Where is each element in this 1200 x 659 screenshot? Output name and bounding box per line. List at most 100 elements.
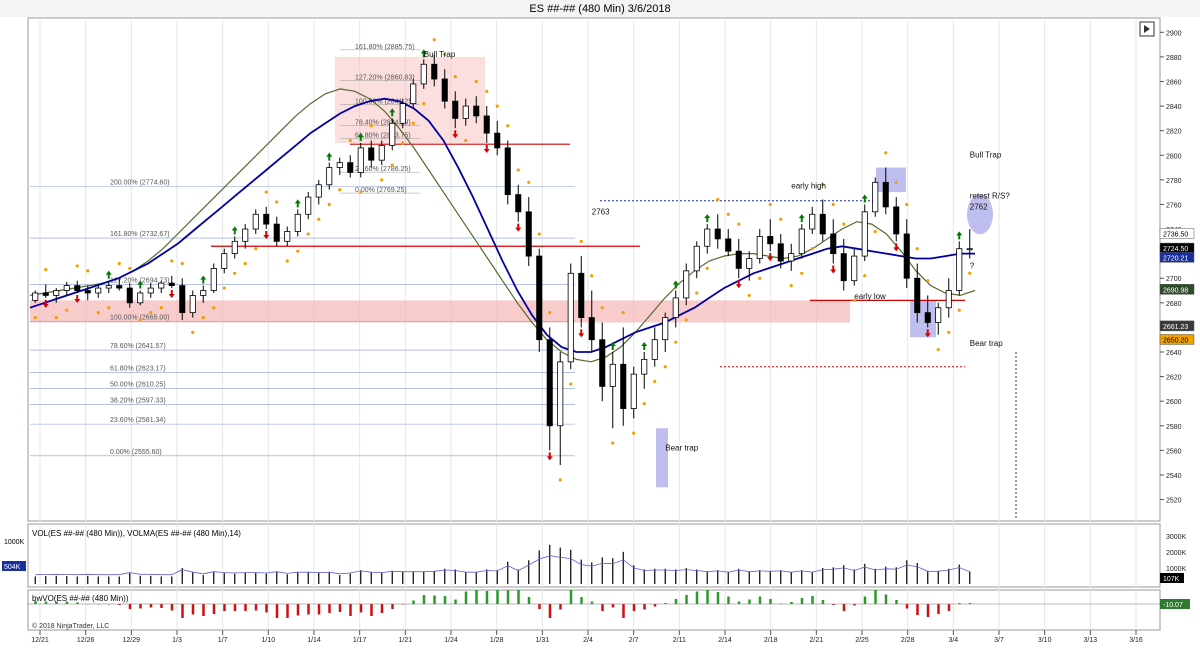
candle: [819, 199, 826, 242]
volume-ma-line: [35, 555, 970, 576]
indicator-bar: [895, 600, 898, 604]
date-axis: 12/21 12/26 12/29 1/3 1/7 1/10 1/14 1/17 1/21 1/2…: [31, 630, 1143, 644]
y-tick-label: 2880: [1166, 55, 1182, 62]
candle-body: [494, 132, 501, 149]
indicator-bar: [118, 604, 121, 605]
indicator-bar: [968, 603, 972, 604]
candles: [32, 49, 973, 466]
indicator-bar: [506, 590, 510, 604]
candle: [746, 251, 753, 281]
candle-body: [231, 240, 238, 255]
candle-body: [935, 307, 942, 323]
candle-body: [483, 115, 490, 134]
target-ellipse: [967, 194, 993, 235]
indicator-bar: [149, 604, 153, 608]
candle-body: [420, 63, 427, 85]
sar-dot: [222, 286, 226, 290]
y-tick-label: 2680: [1166, 301, 1182, 308]
candle: [494, 120, 501, 156]
sar-dot: [926, 279, 930, 283]
indicator-bar: [958, 603, 961, 604]
candle-body: [756, 236, 763, 259]
sar-dot: [674, 340, 678, 344]
candle-body: [830, 233, 837, 255]
candle: [326, 152, 333, 190]
down-arrow: [42, 299, 49, 308]
candle: [336, 157, 343, 175]
candle-body: [336, 162, 343, 168]
price-badge-bg: [1159, 228, 1195, 239]
blue-box: [876, 167, 906, 193]
indicator-bar: [884, 594, 888, 604]
sar-dot: [842, 222, 846, 226]
blue-box: [910, 300, 936, 338]
sar-dot: [527, 180, 531, 184]
candle-body: [809, 213, 816, 230]
candle-body: [546, 339, 553, 427]
indicator-bar: [191, 604, 195, 615]
candle-body: [704, 228, 711, 247]
sar-dot: [212, 306, 216, 310]
indicator-bar: [548, 604, 552, 618]
candle-body: [966, 248, 973, 251]
candle: [903, 219, 910, 289]
candle: [935, 302, 942, 335]
sar-dot: [138, 318, 142, 322]
up-arrow: [326, 152, 333, 161]
indicator-bar: [790, 602, 793, 604]
candle-body: [168, 282, 175, 287]
candle-body: [368, 147, 375, 161]
candle-body: [567, 272, 574, 363]
sar-dot: [506, 124, 510, 128]
candle: [767, 219, 774, 262]
up-arrow: [609, 342, 616, 350]
sar-dot: [33, 315, 37, 320]
candle: [704, 214, 711, 254]
indicator-bar: [685, 595, 688, 604]
y-tick-label: 2560: [1166, 448, 1182, 455]
sar-dot: [86, 269, 90, 273]
indicator-bar: [517, 590, 520, 604]
sar-dot: [590, 274, 594, 278]
indicator-bar: [559, 604, 562, 610]
indicator-bar: [737, 601, 741, 604]
candle: [945, 278, 952, 318]
candle: [168, 275, 175, 299]
price-badge-bg: [1159, 334, 1195, 345]
indicator-bar: [275, 604, 279, 618]
candle: [851, 248, 858, 286]
candle: [147, 283, 154, 298]
candle: [830, 219, 837, 274]
candle: [483, 106, 490, 153]
annotation: retest R/S?: [970, 191, 1011, 200]
candle-body: [557, 361, 564, 427]
chart-trader-icon[interactable]: [1139, 21, 1155, 37]
indicator-bar: [464, 591, 468, 604]
sar-dot: [737, 222, 741, 226]
sar-dot: [348, 138, 352, 143]
volume-left-badge-bg: [2, 561, 26, 571]
price-badge: 2650.20: [1163, 337, 1188, 344]
candle-body: [200, 290, 207, 296]
down-arrow: [515, 223, 522, 232]
up-arrow: [105, 270, 112, 279]
candle-body: [956, 248, 963, 291]
sar-dot: [863, 274, 867, 278]
candle-body: [189, 295, 196, 314]
candle-body: [735, 250, 742, 269]
candle-body: [515, 194, 522, 213]
indicator-bar: [55, 601, 58, 604]
y-tick-label: 2700: [1166, 276, 1182, 283]
candle: [872, 177, 879, 217]
indicator-bar: [244, 604, 247, 611]
indicator-bar: [286, 604, 289, 618]
candle-body: [137, 292, 144, 304]
candle-body: [473, 105, 480, 117]
fib-label: 78.60% (2641.57): [110, 343, 166, 350]
candle: [641, 342, 648, 389]
sar-dot: [768, 202, 772, 207]
up-arrow: [389, 108, 396, 117]
candle-body: [662, 317, 669, 341]
candle-body: [32, 292, 39, 301]
sar-dot: [800, 271, 804, 275]
